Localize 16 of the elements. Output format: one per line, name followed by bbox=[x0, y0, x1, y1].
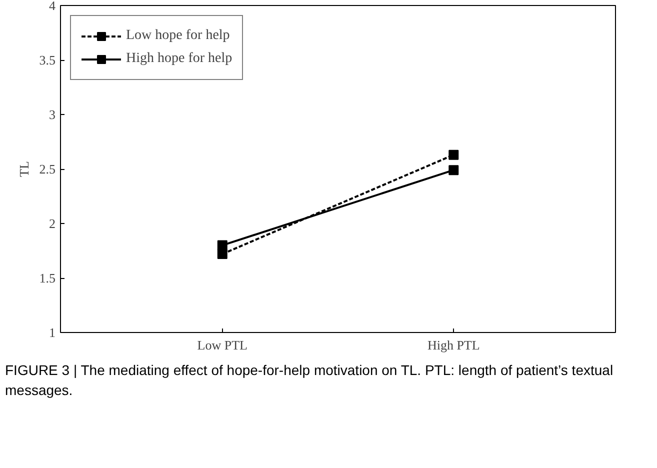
x-tick-label: High PTL bbox=[427, 338, 480, 352]
x-tick-label: Low PTL bbox=[197, 338, 248, 352]
legend-label: Low hope for help bbox=[126, 28, 230, 44]
legend-label: High hope for help bbox=[126, 51, 232, 67]
y-axis-title: TL bbox=[16, 161, 32, 177]
y-tick-label: 2.5 bbox=[39, 162, 56, 176]
y-tick-label: 1 bbox=[49, 325, 56, 340]
caption: FIGURE 3 | The mediating effect of hope-for-help motivation on TL. PTL: length of patient’s textual messages. bbox=[5, 361, 614, 400]
y-tick-label: 3 bbox=[49, 107, 56, 122]
y-tick-label: 1.5 bbox=[39, 270, 56, 286]
point bbox=[448, 150, 459, 160]
point bbox=[448, 165, 459, 176]
y-tick-label: 3.5 bbox=[39, 52, 56, 68]
y-tick-label: 4 bbox=[49, 0, 56, 13]
point bbox=[217, 240, 228, 250]
y-tick-label: 2 bbox=[49, 216, 56, 231]
